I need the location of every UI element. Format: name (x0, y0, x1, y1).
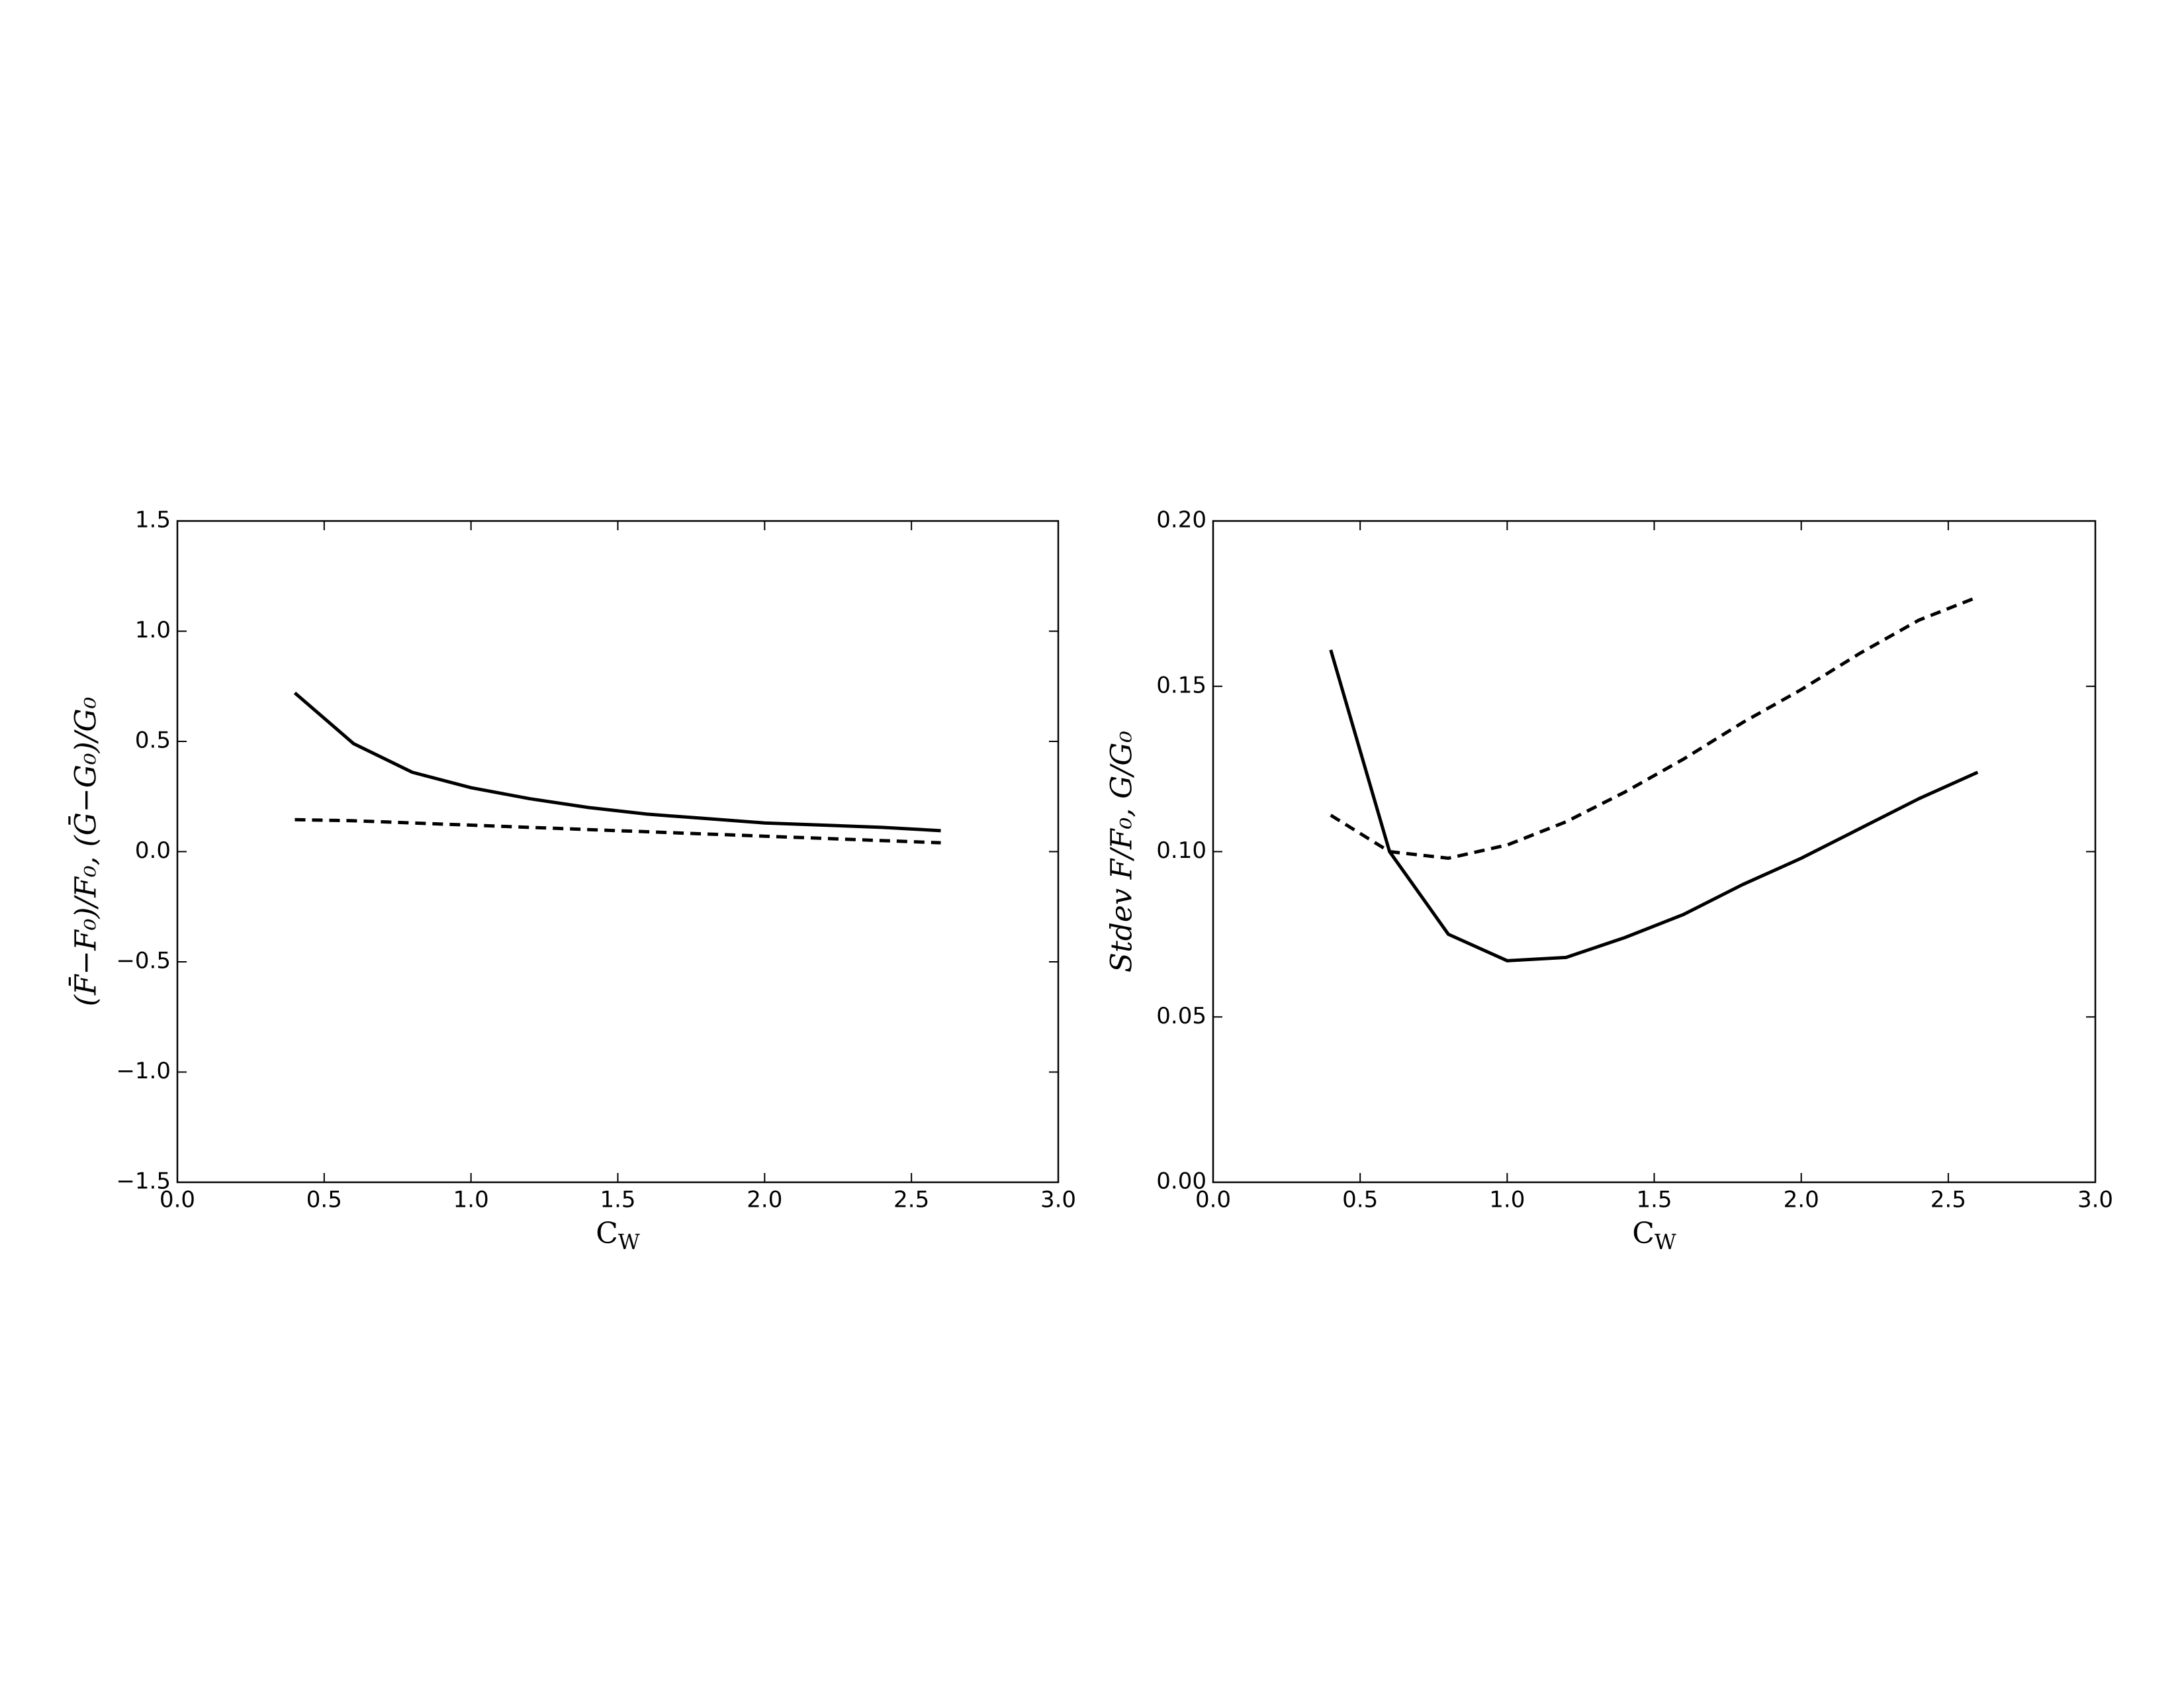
plot-frame (176, 520, 1060, 1184)
data-line (293, 691, 941, 833)
y-tick-label: 0.5 (135, 727, 171, 754)
x-tick-label: 3.0 (2077, 1187, 2113, 1213)
x-tick-label: 2.5 (893, 1187, 929, 1213)
x-tick-label: 0.5 (306, 1187, 342, 1213)
y-axis-label: Stdev F/F₀, G/G₀ (1105, 731, 1139, 972)
x-tick-label: 0.5 (1342, 1187, 1378, 1213)
y-tick-label: 0.15 (1156, 672, 1206, 698)
x-tick-label: 3.0 (1040, 1187, 1076, 1213)
y-tick-label: 1.5 (135, 507, 171, 534)
y-tick-label: 0.20 (1156, 507, 1206, 534)
y-tick-label: −1.0 (116, 1058, 171, 1084)
x-tick-label: 2.0 (747, 1187, 782, 1213)
data-line (295, 818, 941, 845)
y-tick-label: 0.05 (1156, 1003, 1206, 1029)
x-axis-label: CW (1632, 1217, 1676, 1254)
y-tick-label: 0.00 (1156, 1168, 1206, 1195)
data-line (1329, 649, 1979, 962)
plot-frame (1212, 520, 2097, 1184)
x-axis-label: CW (596, 1217, 640, 1254)
x-tick-label: 0.0 (159, 1187, 195, 1213)
x-tick-label: 2.0 (1784, 1187, 1819, 1213)
y-tick-label: −1.5 (116, 1168, 171, 1195)
x-tick-label: 1.0 (1489, 1187, 1525, 1213)
x-tick-label: 2.5 (1931, 1187, 1966, 1213)
data-line (1330, 595, 1979, 860)
x-tick-label: 1.5 (600, 1187, 635, 1213)
y-tick-label: 1.0 (135, 617, 171, 643)
y-tick-label: 0.0 (135, 837, 171, 864)
y-tick-label: 0.10 (1156, 837, 1206, 864)
y-axis-label: (F̄−F₀)/F₀, (Ḡ−G₀)/G₀ (68, 696, 103, 1006)
y-tick-label: −0.5 (116, 948, 171, 974)
x-tick-label: 1.5 (1636, 1187, 1672, 1213)
x-tick-label: 1.0 (453, 1187, 489, 1213)
x-tick-label: 0.0 (1195, 1187, 1231, 1213)
